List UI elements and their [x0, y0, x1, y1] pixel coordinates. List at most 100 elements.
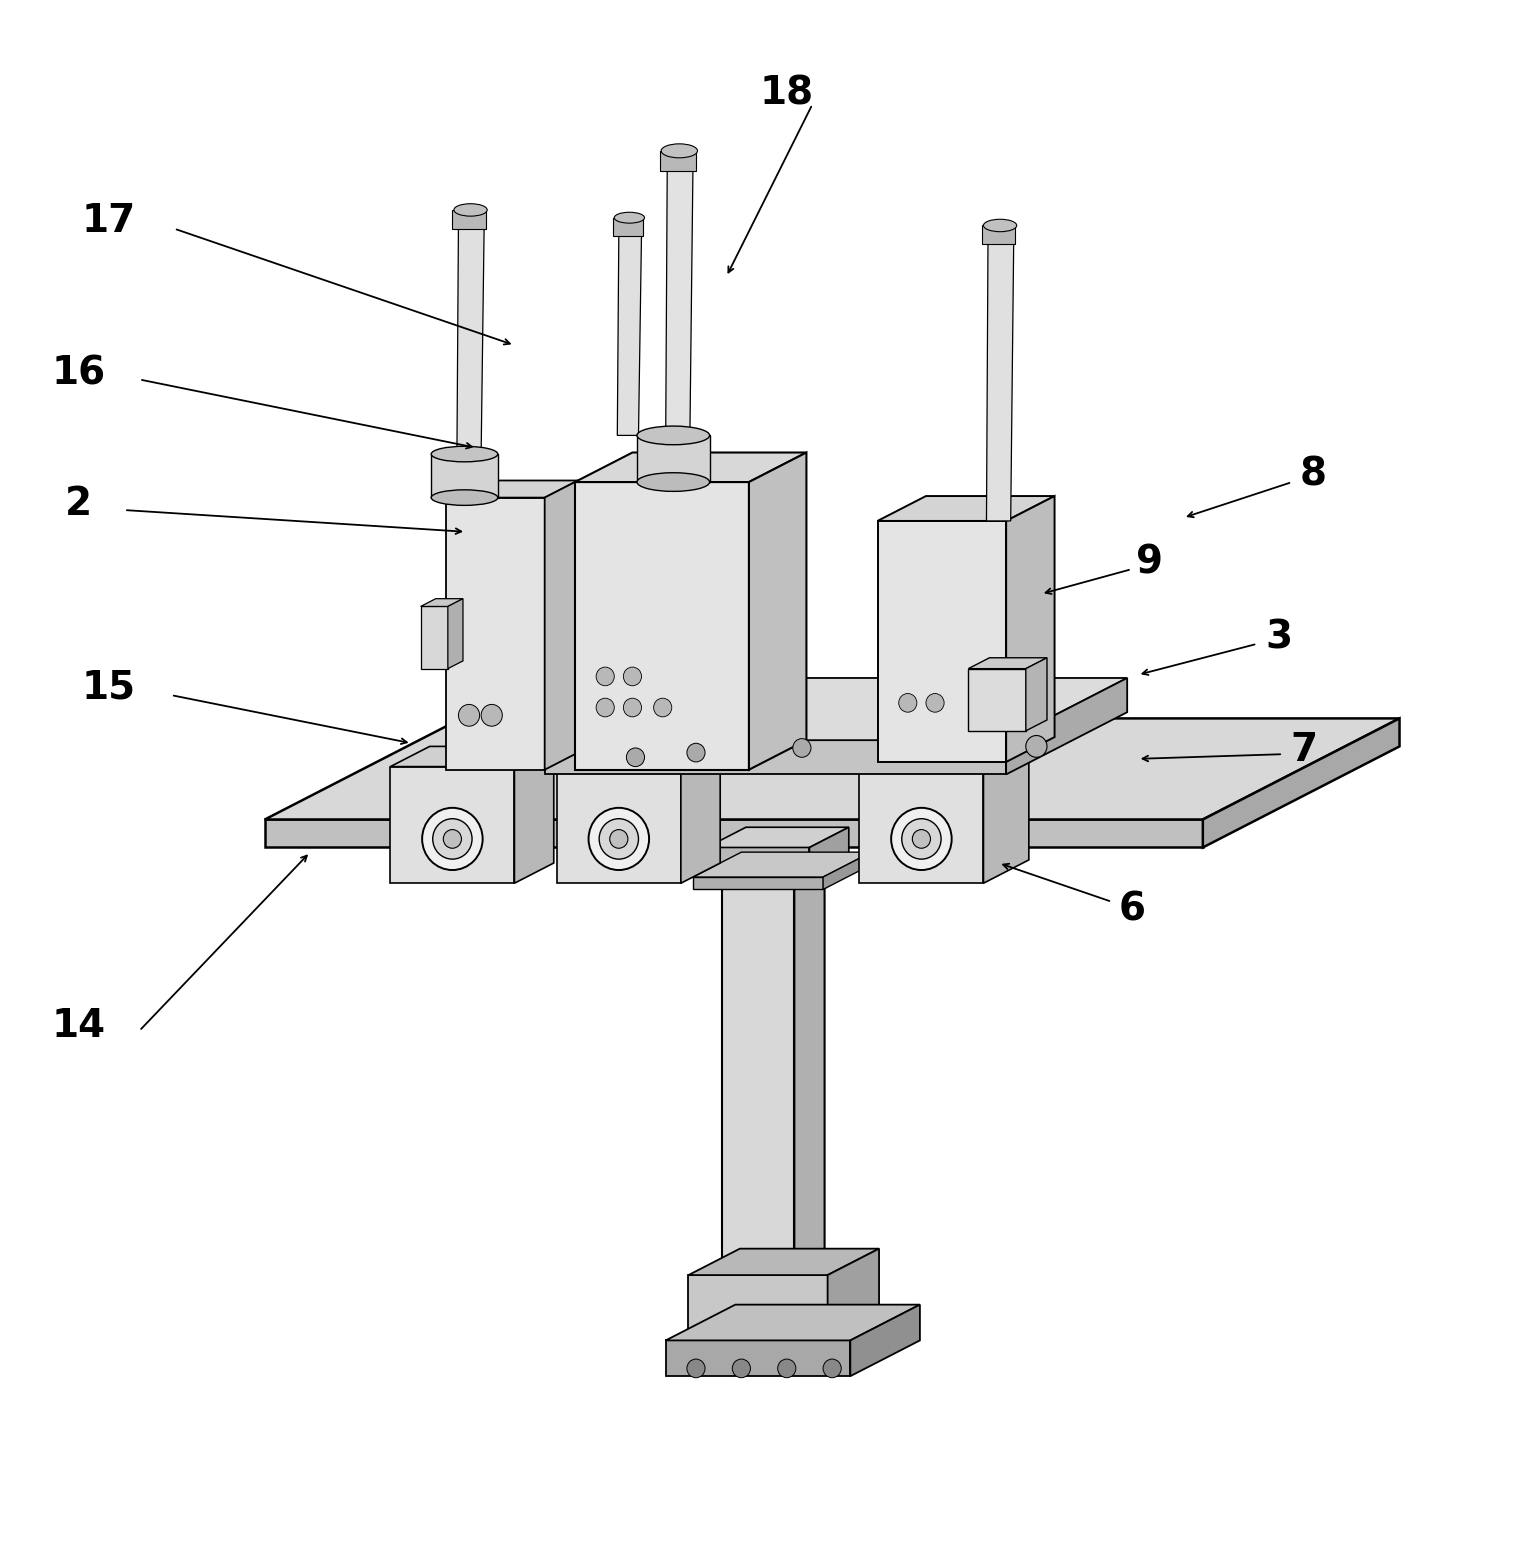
Polygon shape: [421, 606, 448, 669]
Polygon shape: [617, 233, 642, 435]
Polygon shape: [968, 658, 1047, 669]
Polygon shape: [448, 599, 463, 669]
Ellipse shape: [891, 809, 952, 871]
Text: 7: 7: [1291, 731, 1318, 768]
Polygon shape: [575, 482, 749, 770]
Ellipse shape: [912, 830, 930, 849]
Circle shape: [732, 1359, 750, 1378]
Ellipse shape: [614, 213, 645, 224]
Circle shape: [596, 698, 614, 717]
Polygon shape: [749, 453, 806, 770]
Polygon shape: [722, 871, 825, 886]
Ellipse shape: [454, 204, 487, 216]
Bar: [660, 151, 696, 171]
Text: 8: 8: [1300, 456, 1327, 493]
Polygon shape: [823, 852, 871, 889]
Circle shape: [623, 667, 642, 686]
Ellipse shape: [433, 818, 472, 860]
Polygon shape: [878, 496, 1055, 521]
Polygon shape: [545, 678, 1127, 740]
Circle shape: [1026, 736, 1047, 757]
Polygon shape: [390, 746, 554, 767]
Text: 3: 3: [1265, 619, 1292, 656]
Polygon shape: [794, 871, 825, 1275]
Polygon shape: [688, 1249, 879, 1275]
Ellipse shape: [902, 818, 941, 860]
Polygon shape: [828, 1249, 879, 1340]
Polygon shape: [850, 1305, 920, 1376]
Text: 14: 14: [51, 1008, 106, 1045]
Polygon shape: [693, 852, 871, 877]
Polygon shape: [693, 877, 823, 889]
Circle shape: [687, 743, 705, 762]
Ellipse shape: [443, 830, 461, 849]
Polygon shape: [545, 480, 578, 770]
Polygon shape: [707, 827, 849, 847]
Polygon shape: [722, 886, 794, 1275]
Bar: [431, 454, 498, 498]
Polygon shape: [878, 521, 1006, 762]
Polygon shape: [688, 1275, 828, 1340]
Polygon shape: [681, 746, 720, 883]
Circle shape: [596, 667, 614, 686]
Ellipse shape: [983, 219, 1017, 232]
Polygon shape: [859, 767, 983, 883]
Polygon shape: [390, 767, 514, 883]
Ellipse shape: [661, 145, 697, 159]
Polygon shape: [265, 819, 1203, 847]
Ellipse shape: [431, 490, 498, 505]
Polygon shape: [1026, 658, 1047, 731]
Polygon shape: [1006, 678, 1127, 774]
Polygon shape: [446, 480, 578, 498]
Polygon shape: [809, 827, 849, 886]
Polygon shape: [666, 1340, 850, 1376]
Circle shape: [654, 698, 672, 717]
Circle shape: [926, 694, 944, 712]
Ellipse shape: [422, 809, 483, 871]
Text: 17: 17: [82, 202, 136, 239]
Text: 16: 16: [51, 355, 106, 392]
Circle shape: [623, 698, 642, 717]
Circle shape: [687, 1359, 705, 1378]
Polygon shape: [557, 767, 681, 883]
Polygon shape: [859, 743, 1029, 767]
Bar: [982, 225, 1015, 244]
Text: 18: 18: [760, 75, 814, 112]
Circle shape: [899, 694, 917, 712]
Ellipse shape: [610, 830, 628, 849]
Circle shape: [481, 704, 502, 726]
Circle shape: [458, 704, 480, 726]
Polygon shape: [666, 168, 693, 432]
Ellipse shape: [431, 446, 498, 462]
Polygon shape: [986, 241, 1014, 521]
Text: 6: 6: [1118, 891, 1145, 928]
Polygon shape: [457, 225, 484, 454]
Text: 9: 9: [1136, 544, 1163, 582]
Text: 2: 2: [65, 485, 92, 522]
Polygon shape: [545, 740, 1006, 774]
Circle shape: [793, 739, 811, 757]
Ellipse shape: [599, 818, 638, 860]
Circle shape: [778, 1359, 796, 1378]
Polygon shape: [557, 746, 720, 767]
Ellipse shape: [637, 473, 710, 491]
Polygon shape: [575, 453, 806, 482]
Circle shape: [626, 748, 645, 767]
Polygon shape: [983, 743, 1029, 883]
Bar: [452, 210, 486, 229]
Ellipse shape: [637, 426, 710, 445]
Polygon shape: [968, 669, 1026, 731]
Bar: [637, 435, 710, 482]
Bar: [613, 218, 643, 236]
Polygon shape: [446, 498, 545, 770]
Polygon shape: [707, 847, 809, 886]
Polygon shape: [666, 1305, 920, 1340]
Polygon shape: [1006, 496, 1055, 762]
Polygon shape: [265, 718, 1400, 819]
Polygon shape: [1203, 718, 1400, 847]
Text: 15: 15: [82, 669, 136, 706]
Polygon shape: [421, 599, 463, 606]
Polygon shape: [514, 746, 554, 883]
Circle shape: [823, 1359, 841, 1378]
Ellipse shape: [589, 809, 649, 871]
